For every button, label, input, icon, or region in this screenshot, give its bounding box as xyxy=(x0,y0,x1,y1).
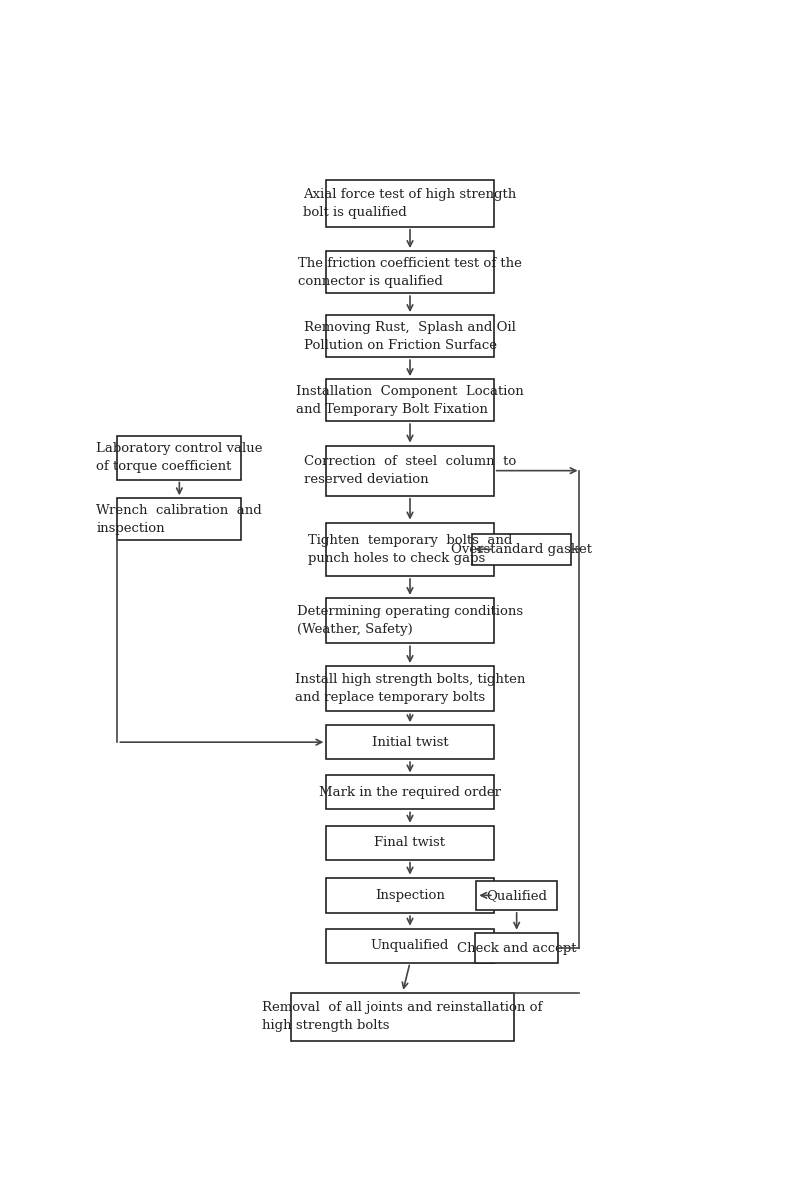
Text: Mark in the required order: Mark in the required order xyxy=(319,786,501,799)
FancyBboxPatch shape xyxy=(326,251,494,293)
Text: Unqualified: Unqualified xyxy=(371,940,449,952)
Text: Determining operating conditions
(Weather, Safety): Determining operating conditions (Weathe… xyxy=(297,605,523,636)
Text: The friction coefficient test of the
connector is qualified: The friction coefficient test of the con… xyxy=(298,257,522,288)
Text: Laboratory control value
of torque coefficient: Laboratory control value of torque coeff… xyxy=(96,442,262,473)
Text: Wrench  calibration  and
inspection: Wrench calibration and inspection xyxy=(97,504,262,535)
FancyBboxPatch shape xyxy=(472,534,571,565)
Text: Check and accept: Check and accept xyxy=(457,942,576,954)
FancyBboxPatch shape xyxy=(326,379,494,421)
Text: Removal  of all joints and reinstallation of
high strength bolts: Removal of all joints and reinstallation… xyxy=(262,1002,542,1032)
FancyBboxPatch shape xyxy=(326,877,494,913)
Text: Final twist: Final twist xyxy=(374,836,446,850)
FancyBboxPatch shape xyxy=(326,316,494,358)
Text: Install high strength bolts, tighten
and replace temporary bolts: Install high strength bolts, tighten and… xyxy=(295,673,525,704)
Text: Axial force test of high strength
bolt is qualified: Axial force test of high strength bolt i… xyxy=(303,187,517,218)
FancyBboxPatch shape xyxy=(326,666,494,712)
FancyBboxPatch shape xyxy=(326,598,494,643)
FancyBboxPatch shape xyxy=(326,826,494,859)
FancyBboxPatch shape xyxy=(326,775,494,810)
Text: Inspection: Inspection xyxy=(375,889,445,902)
Text: Removing Rust,  Splash and Oil
Pollution on Friction Surface: Removing Rust, Splash and Oil Pollution … xyxy=(304,320,516,352)
FancyBboxPatch shape xyxy=(326,522,494,576)
FancyBboxPatch shape xyxy=(326,725,494,760)
FancyBboxPatch shape xyxy=(291,992,514,1042)
Text: Overstandard gasket: Overstandard gasket xyxy=(451,542,592,556)
FancyBboxPatch shape xyxy=(118,498,242,540)
FancyBboxPatch shape xyxy=(474,932,558,964)
Text: Installation  Component  Location
and Temporary Bolt Fixation: Installation Component Location and Temp… xyxy=(296,385,524,415)
Text: Initial twist: Initial twist xyxy=(372,736,448,749)
Text: Tighten  temporary  bolts  and
punch holes to check gaps: Tighten temporary bolts and punch holes … xyxy=(308,534,512,565)
FancyBboxPatch shape xyxy=(326,445,494,496)
Text: Qualified: Qualified xyxy=(486,889,547,902)
FancyBboxPatch shape xyxy=(326,929,494,962)
FancyBboxPatch shape xyxy=(326,180,494,227)
FancyBboxPatch shape xyxy=(476,881,557,910)
Text: Correction  of  steel  column  to
reserved deviation: Correction of steel column to reserved d… xyxy=(304,455,516,486)
FancyBboxPatch shape xyxy=(118,436,242,480)
